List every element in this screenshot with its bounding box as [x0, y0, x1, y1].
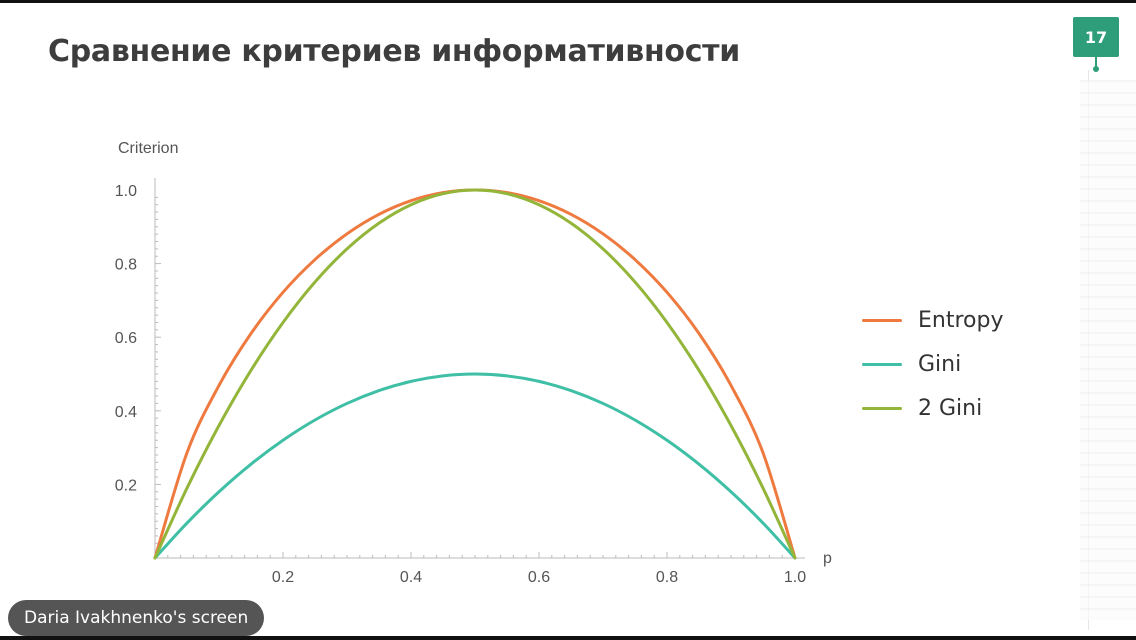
- y-tick-label: 0.2: [115, 477, 137, 494]
- slide-title: Сравнение критериев информативности: [48, 34, 740, 69]
- chart-axes: [154, 178, 805, 559]
- x-axis-label: p: [823, 550, 832, 567]
- legend-label: 2 Gini: [918, 395, 983, 421]
- legend-item: Gini: [862, 342, 1003, 386]
- x-tick-label: 1.0: [784, 569, 806, 586]
- legend-item: 2 Gini: [862, 386, 1003, 430]
- top-border: [0, 0, 1136, 3]
- x-tick-label: 0.8: [656, 569, 678, 586]
- series-line-gini: [153, 372, 797, 560]
- y-tick-label: 0.4: [115, 404, 137, 421]
- chart-series: [153, 188, 797, 560]
- y-axis-label: Criterion: [118, 140, 178, 157]
- legend-swatch: [862, 318, 902, 322]
- x-tick-label: 0.2: [272, 569, 294, 586]
- slide-number-badge-tail: [1095, 57, 1097, 67]
- chart-ticks: 0.2 0.4 0.6 0.8 1.0 0.2 0.4 0.6 0.8 1.0: [115, 183, 806, 586]
- legend-item: Entropy: [862, 298, 1003, 342]
- side-thumbnails: [1080, 80, 1136, 620]
- slide-indicator-dot: [1093, 66, 1099, 72]
- x-tick-label: 0.6: [528, 569, 550, 586]
- y-tick-label: 1.0: [115, 183, 137, 200]
- legend-swatch: [862, 362, 902, 366]
- x-tick-label: 0.4: [400, 569, 422, 586]
- series-line-2-gini: [153, 188, 797, 560]
- legend-label: Gini: [918, 351, 962, 377]
- slide-number-badge: 17: [1073, 17, 1119, 57]
- screen-share-label: Daria Ivakhnenko's screen: [8, 600, 265, 636]
- y-tick-label: 0.8: [115, 257, 137, 274]
- bottom-border: [0, 636, 1136, 640]
- chart-legend: Entropy Gini 2 Gini: [862, 298, 1003, 430]
- legend-swatch: [862, 406, 902, 410]
- y-tick-label: 0.6: [115, 330, 137, 347]
- legend-label: Entropy: [918, 307, 1004, 333]
